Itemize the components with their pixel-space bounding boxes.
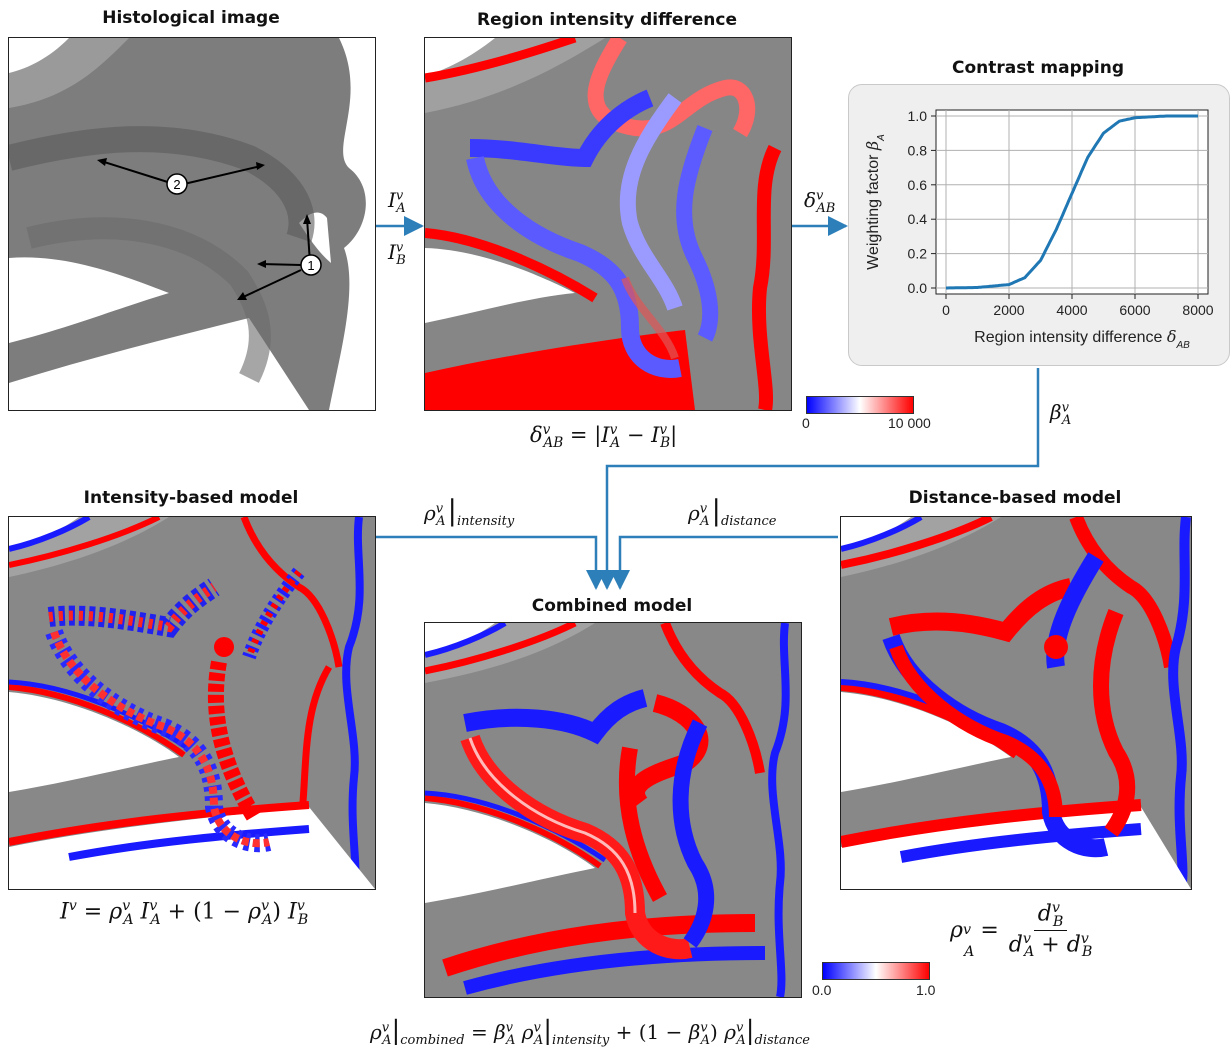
contrast-chart: 0 2000 4000 6000 80000.00.20.40.60.81.0Regio…: [863, 108, 1214, 351]
combined-model-image: [424, 622, 802, 998]
intensity-model-title: Intensity-based model: [83, 488, 299, 508]
series-line: [946, 114, 1198, 290]
arrow-distance: [610, 535, 838, 590]
x-tick-label: 8000: [1182, 302, 1213, 318]
colorbar-diff: [806, 396, 914, 414]
colorbar-model-min: 0.0: [812, 982, 832, 998]
histological-image: 2 1: [8, 37, 376, 411]
combined-model-title: Combined model: [531, 596, 693, 616]
x-tick-label: 2000: [993, 302, 1024, 318]
x-tick-label: 6000: [1119, 302, 1150, 318]
arrow-intensity: [376, 535, 606, 590]
label-rho-intensity: ρvA|intensity: [424, 494, 515, 529]
distance-model-image: [840, 516, 1192, 890]
x-tick-label: 0: [942, 302, 950, 318]
y-tick-label: 0.8: [908, 142, 928, 158]
colorbar-diff-max: 10 000: [888, 415, 931, 431]
colorbar-model: [822, 962, 930, 980]
y-tick-label: 0.4: [908, 211, 928, 227]
x-tick-label: 4000: [1056, 302, 1087, 318]
region-diff-title: Region intensity difference: [477, 10, 737, 30]
intensity-model-image: [8, 516, 376, 890]
formula-delta: δvAB = |IvA − IvB|: [530, 422, 678, 452]
histological-title: Histological image: [102, 8, 280, 28]
arrow-beta: [597, 368, 1040, 590]
y-tick-label: 0.0: [908, 280, 928, 296]
label-delta: δvAB: [804, 188, 836, 216]
colorbar-diff-min: 0: [802, 415, 810, 431]
contrast-title: Contrast mapping: [951, 58, 1125, 78]
colorbar-model-max: 1.0: [916, 982, 936, 998]
marker-two: [166, 173, 188, 195]
distance-model-title: Distance-based model: [908, 488, 1122, 508]
y-tick-label: 1.0: [908, 108, 928, 124]
label-IB: IvB: [388, 240, 406, 268]
formula-intensity: Iv = ρvA IvA + (1 − ρvA) IvB: [60, 898, 309, 928]
y-tick-label: 0.6: [908, 177, 928, 193]
formula-combined: ρvA|combined = βvA ρvA|intensity + (1 − …: [370, 1016, 810, 1048]
y-tick-label: 0.2: [908, 246, 928, 262]
label-beta: βvA: [1050, 400, 1072, 428]
svg-text:1: 1: [307, 258, 314, 273]
marker-one: [300, 254, 322, 276]
label-IA: IvA: [388, 188, 406, 216]
region-diff-image: [424, 37, 792, 411]
svg-text:2: 2: [173, 177, 180, 192]
label-rho-distance: ρvA|distance: [688, 494, 777, 529]
